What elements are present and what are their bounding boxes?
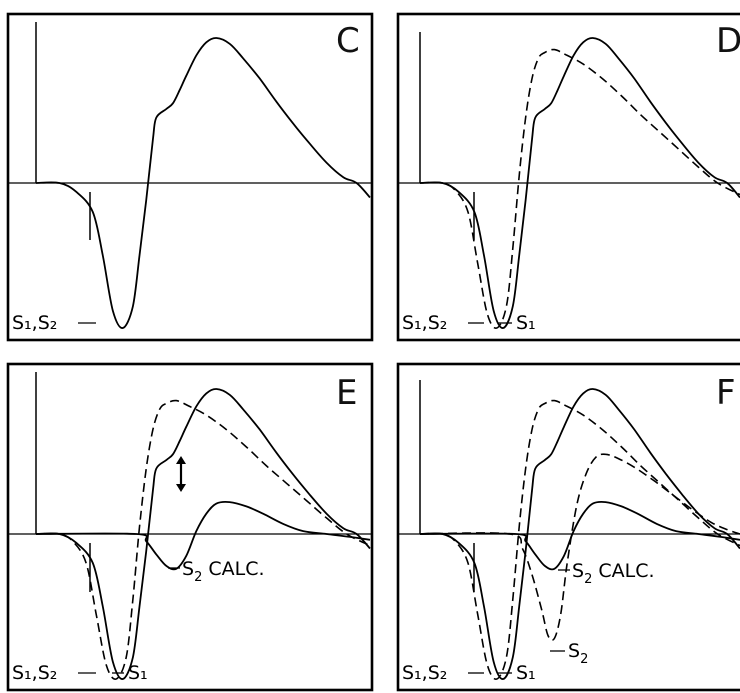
panel-d-curves xyxy=(419,37,740,329)
panel-d: D S₁,S₂ S₁ xyxy=(396,12,740,342)
panel-d-series-s1-s2 xyxy=(419,37,740,329)
panel-f-label-s1: S₁ xyxy=(516,662,536,684)
panel-e-series-s2-calc xyxy=(35,500,371,571)
panel-e-curves xyxy=(35,388,371,680)
panel-e-frame xyxy=(6,362,374,692)
panel-e-arrowhead-up xyxy=(176,456,186,464)
panel-e-double-arrow xyxy=(176,456,186,492)
panel-f-label-s1s2: S₁,S₂ xyxy=(402,662,447,684)
panel-c-series-s1-s2 xyxy=(35,37,371,329)
panel-f-label-s2calc: S2 CALC. xyxy=(572,560,655,587)
panel-e-arrowhead-down xyxy=(176,484,186,492)
panel-c-curves xyxy=(35,37,371,329)
panel-f-frame xyxy=(396,362,740,692)
panel-e: E S2 CALC. S₁,S₂ S₁ xyxy=(6,362,374,692)
panel-f: F S2 CALC. S2 S₁,S₂ S₁ xyxy=(396,362,740,692)
panel-e-letter: E xyxy=(336,373,357,413)
panel-c-label-s1s2: S₁,S₂ xyxy=(12,312,57,334)
panel-f-series-s1 xyxy=(419,399,740,680)
panel-f-curves xyxy=(419,388,740,680)
panel-e-series-s1 xyxy=(35,399,371,680)
panel-f-series-s2-calc xyxy=(419,500,740,571)
panel-f-label-s2: S2 xyxy=(568,640,588,667)
panel-c: C S₁,S₂ xyxy=(6,12,374,342)
panel-f-series-s2 xyxy=(419,453,740,642)
panel-d-label-s1s2: S₁,S₂ xyxy=(402,312,447,334)
panel-e-series-s1-s2 xyxy=(35,388,371,680)
panel-e-label-s1: S₁ xyxy=(128,662,148,684)
panel-e-label-s2calc: S2 CALC. xyxy=(182,558,265,585)
panel-c-letter: C xyxy=(336,21,360,61)
panel-d-frame xyxy=(396,12,740,342)
panel-d-letter: D xyxy=(716,21,740,61)
panel-f-letter: F xyxy=(716,373,736,413)
panel-d-series-s1 xyxy=(419,48,740,329)
panel-d-label-s1: S₁ xyxy=(516,312,536,334)
panel-f-series-s1-s2 xyxy=(419,388,740,680)
panel-e-label-s1s2: S₁,S₂ xyxy=(12,662,57,684)
panel-c-frame xyxy=(6,12,374,342)
